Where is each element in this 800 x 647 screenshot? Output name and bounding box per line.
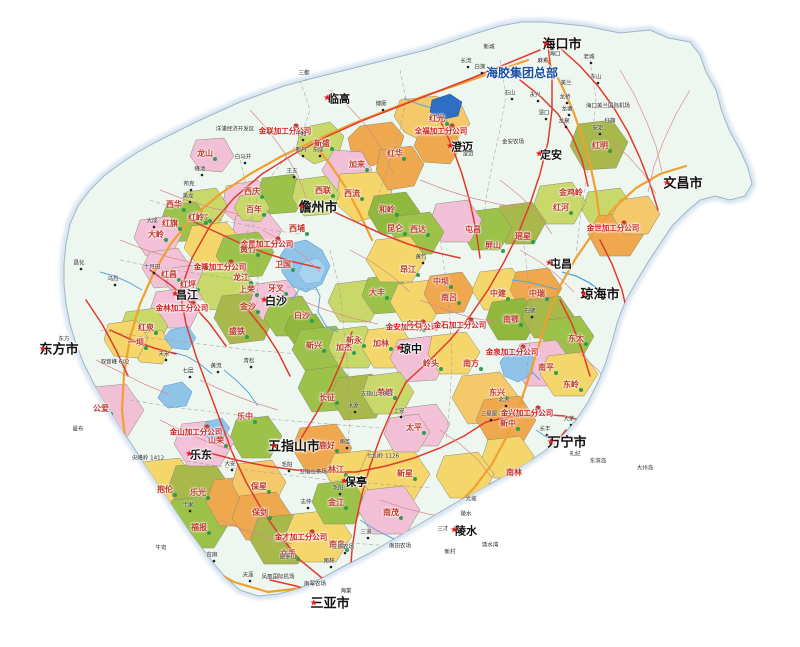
minor-roads (95, 69, 691, 561)
farm-dots (109, 122, 612, 561)
map-markers (78, 58, 627, 596)
plantation-polygons (75, 95, 661, 565)
plant-dots (190, 123, 627, 535)
